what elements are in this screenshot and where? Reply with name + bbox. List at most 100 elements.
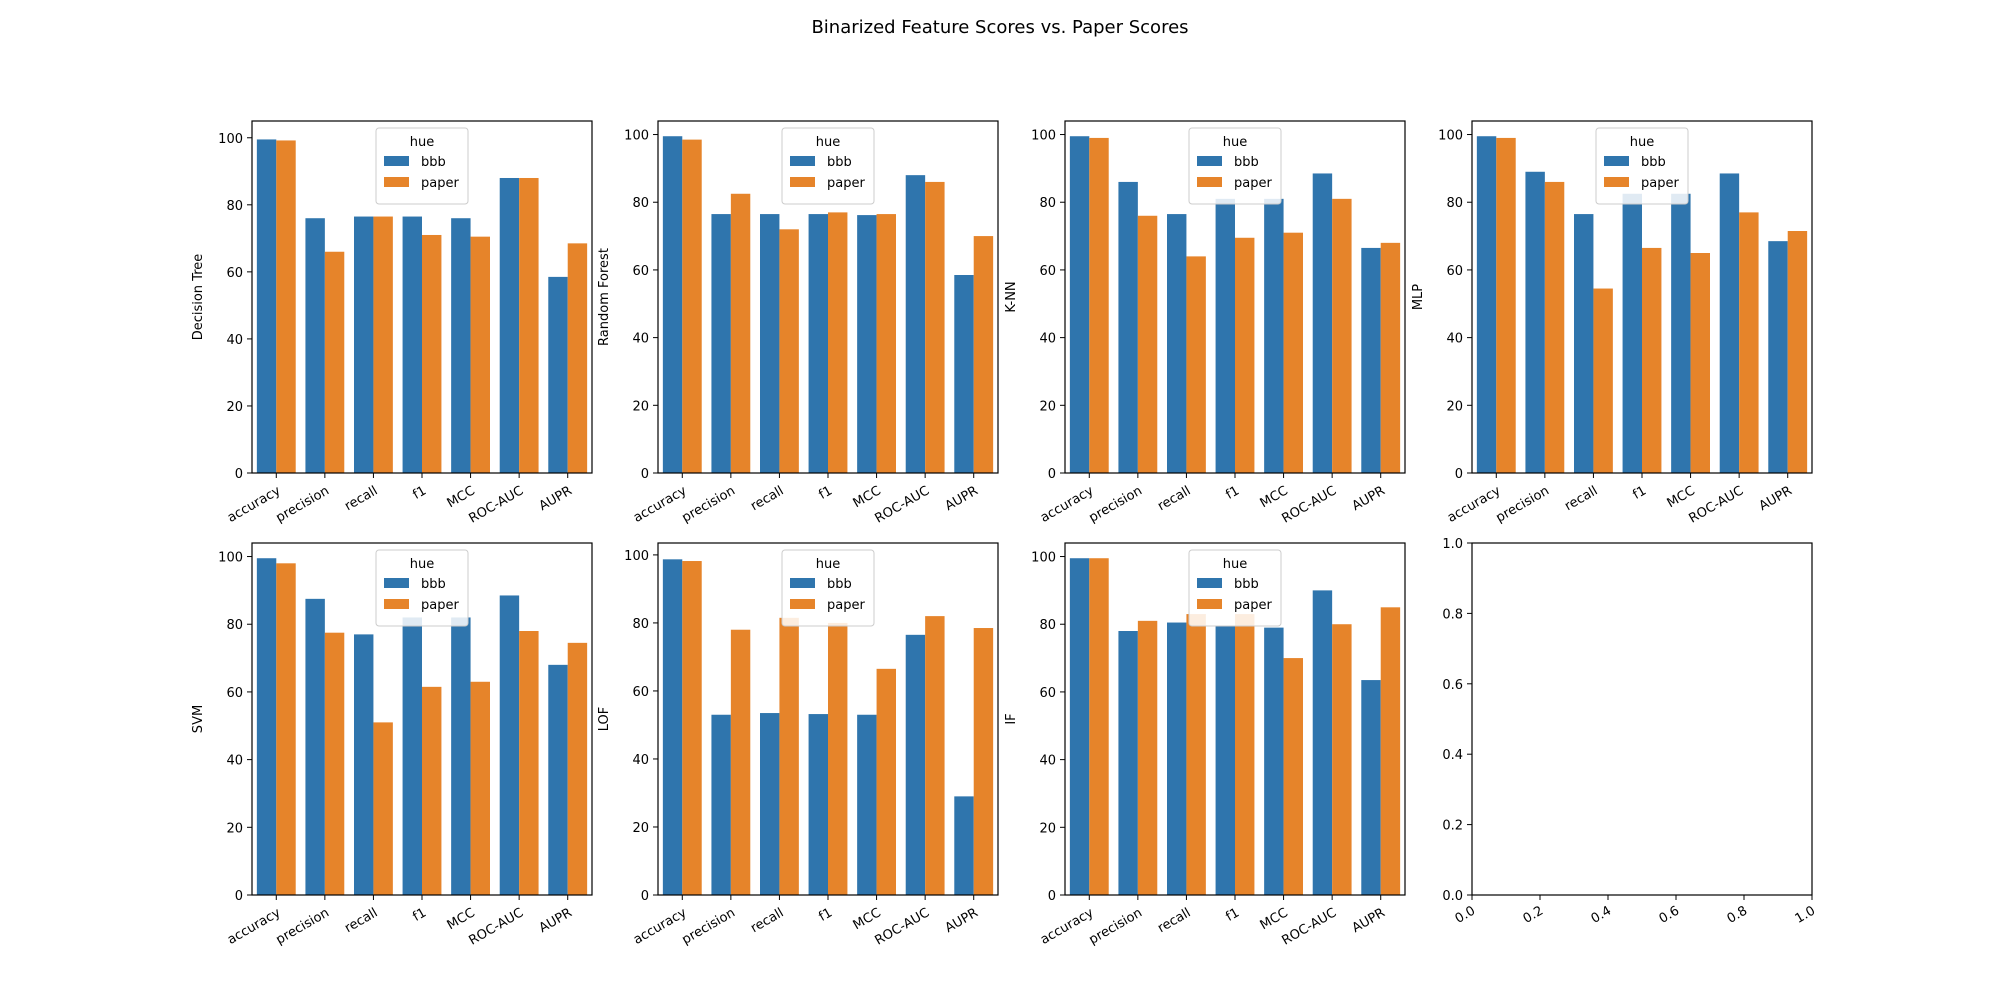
x-tick-label: recall [342,905,380,936]
bar-bbb [662,559,683,895]
x-tick-label: MCC [1665,483,1698,511]
bar-paper [470,681,490,895]
y-tick-label: 20 [1039,821,1056,836]
x-tick-label: MCC [851,483,884,511]
bar-bbb [1574,214,1594,474]
bar-paper [828,212,848,473]
bar-bbb [402,617,422,895]
legend-label-bbb: bbb [827,577,852,592]
bar-bbb [1264,198,1284,473]
legend-swatch-bbb [1604,156,1629,166]
bar-paper [1380,242,1401,473]
x-tick-label: recall [1155,483,1193,514]
y-tick-label: 60 [1039,264,1056,279]
bar-bbb [1525,171,1545,473]
bar-bbb [1361,680,1381,895]
bar-paper [1332,198,1352,473]
bar-bbb [1215,625,1235,895]
axes-frame [657,120,999,474]
bar-paper [567,642,588,895]
legend-label-bbb: bbb [1641,155,1666,170]
bar-paper [1186,256,1206,473]
bar-paper [422,234,442,473]
y-tick-label: 0 [235,889,243,904]
x-tick-label: accuracy [1038,483,1097,525]
x-tick-label: ROC-AUC [872,483,932,526]
y-tick-label: 80 [1039,618,1056,633]
y-tick-label: 60 [1039,686,1056,701]
legend: hue bbb paper [781,127,875,205]
y-tick-label: 0.8 [1442,607,1463,622]
bar-paper [470,236,490,473]
bar-paper [519,177,539,473]
legend-title: hue [816,135,840,150]
bar-bbb [1622,193,1642,473]
legend: hue bbb paper [1188,549,1282,627]
x-tick-label: AUPR [1350,905,1388,936]
x-tick-label: recall [342,483,380,514]
bar-bbb [1476,136,1497,473]
y-tick-label: 80 [632,617,649,632]
axes-frame [1471,120,1813,474]
x-tick-label: 0.4 [1589,903,1614,926]
x-tick-label: AUPR [537,905,575,936]
legend-label-bbb: bbb [1234,155,1259,170]
legend-title: hue [1223,557,1247,572]
bar-bbb [548,664,568,895]
legend-label-paper: paper [827,176,865,191]
y-tick-label: 40 [1039,754,1056,769]
y-axis-label: Decision Tree [191,254,206,341]
bar-bbb [256,558,277,895]
x-tick-label: recall [1562,483,1600,514]
legend-label-bbb: bbb [421,155,446,170]
x-tick-label: 0.0 [1453,903,1478,926]
bar-paper [925,616,945,895]
x-tick-label: f1 [1223,483,1242,502]
x-tick-label: ROC-AUC [466,483,526,526]
bar-bbb [760,214,780,474]
bar-paper [324,251,345,473]
x-tick-label: MCC [445,905,478,933]
bar-bbb [808,214,828,474]
bar-bbb [808,714,828,895]
x-tick-label: f1 [1223,905,1242,924]
y-tick-label: 100 [624,549,649,564]
legend-label-bbb: bbb [1234,577,1259,592]
y-tick-label: 100 [624,129,649,144]
y-tick-label: 100 [1031,129,1056,144]
subplot-grid: Decision Tree020406080100accuracyprecisi… [191,120,1818,949]
bar-bbb [954,796,974,895]
y-tick-label: 0 [1048,889,1056,904]
y-tick-label: 80 [1446,196,1463,211]
x-tick-label: recall [748,905,786,936]
bar-paper [1235,614,1255,895]
bar-bbb [256,139,277,473]
bar-paper [324,632,345,895]
bar-bbb [857,714,877,895]
legend-label-paper: paper [421,598,459,613]
bar-paper [828,622,848,895]
x-tick-label: ROC-AUC [466,905,526,948]
y-tick-label: 100 [1438,129,1463,144]
bar-paper [1186,614,1206,895]
bar-paper [1089,137,1109,473]
bar-bbb [711,214,731,474]
legend-title: hue [1630,135,1654,150]
y-tick-label: 0.2 [1442,819,1463,834]
legend-swatch-paper [1197,177,1222,187]
y-tick-label: 0 [1455,467,1463,482]
legend-label-paper: paper [827,598,865,613]
legend-swatch-bbb [384,156,409,166]
x-tick-label: MCC [1258,905,1291,933]
y-tick-label: 40 [226,333,243,348]
y-tick-label: 0 [235,467,243,482]
legend-label-paper: paper [1234,598,1272,613]
bar-bbb [548,276,568,473]
bar-paper [1739,212,1759,473]
x-tick-label: accuracy [225,483,284,525]
y-tick-label: 20 [632,399,649,414]
x-tick-label: AUPR [537,483,575,514]
legend-swatch-paper [384,599,409,609]
y-axis-label: Random Forest [597,248,612,346]
x-tick-label: precision [1087,483,1145,525]
